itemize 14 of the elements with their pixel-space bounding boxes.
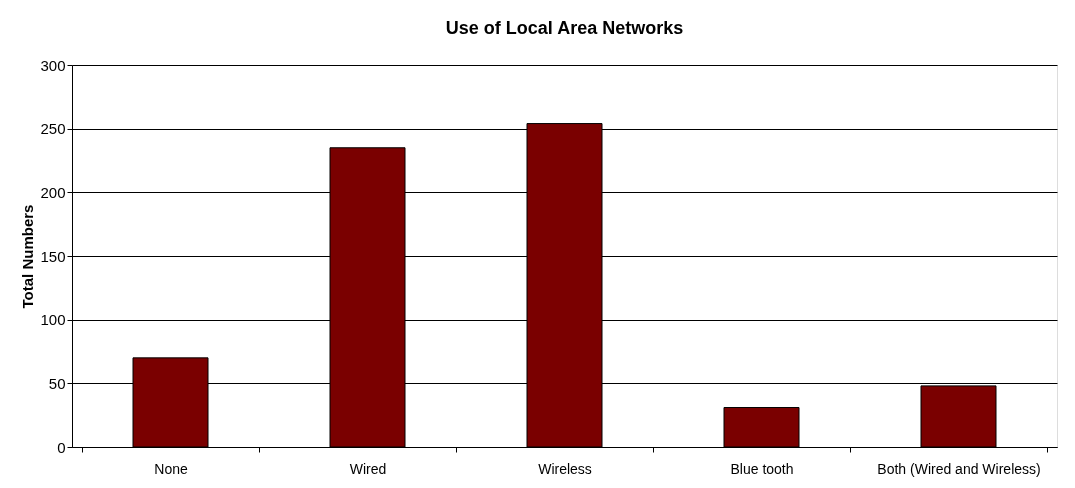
y-tick-label: 200 <box>40 183 66 201</box>
x-tick-label: None <box>154 460 188 477</box>
y-axis-title: Total Numbers <box>19 204 37 309</box>
y-tick-label: 50 <box>48 374 66 392</box>
x-tick-label: Both (Wired and Wireless) <box>877 460 1041 477</box>
y-tick-label: 100 <box>40 311 66 329</box>
x-tick-label: Wireless <box>538 460 592 477</box>
x-tick-label: Blue tooth <box>730 460 794 477</box>
y-tick-label: 250 <box>40 120 66 138</box>
y-tick-label: 150 <box>40 247 66 265</box>
y-tick-label: 0 <box>57 438 66 456</box>
chart-title: Use of Local Area Networks <box>445 18 684 38</box>
x-tick-label: Wired <box>349 460 387 477</box>
y-tick-label: 300 <box>40 56 66 74</box>
